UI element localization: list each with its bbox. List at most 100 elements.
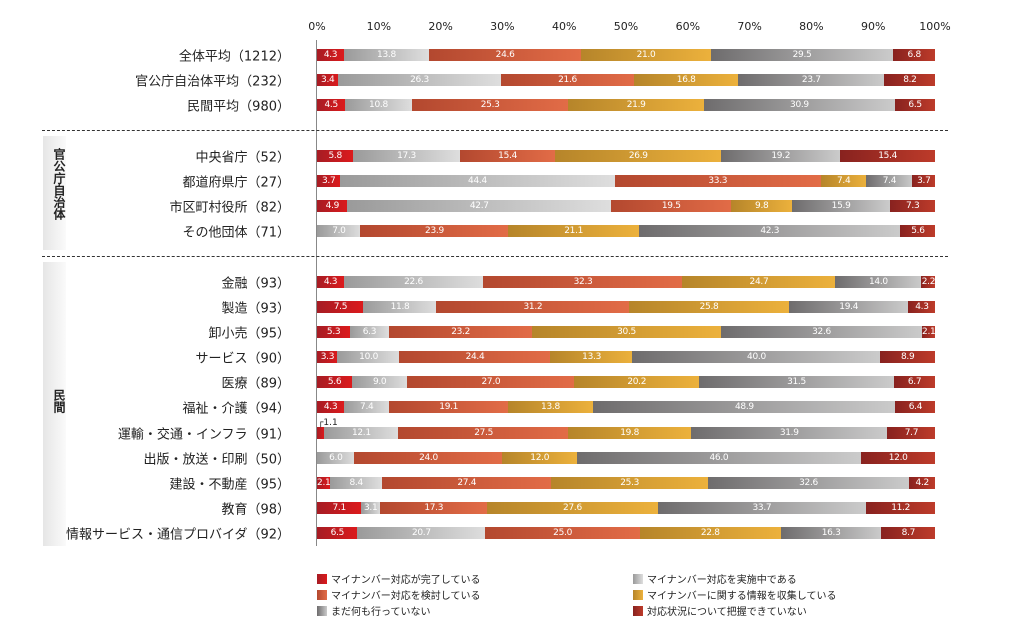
bar-value-label: 11.8 (363, 301, 437, 313)
category-label: 運輸・交通・インフラ（91） (117, 427, 290, 443)
bar-value-label: 25.8 (629, 301, 790, 313)
category-label: 情報サービス・通信プロバイダ（92） (65, 527, 290, 543)
category-label: 医療（89） (221, 376, 290, 392)
bar-value-label: 19.5 (610, 200, 732, 212)
bar-value-label: 9.0 (351, 376, 408, 388)
legend-item: まだ何も行っていない (317, 603, 431, 618)
bar-value-label: 2.2 (921, 276, 936, 288)
bar-value-label: 12.0 (502, 452, 578, 464)
bar-value-label: 42.3 (638, 225, 901, 237)
legend-swatch (633, 590, 643, 600)
group-divider (42, 256, 948, 257)
bar-value-label: 5.8 (317, 150, 354, 162)
legend-item: 対応状況について把握できていない (633, 603, 807, 618)
bar-value-label: 7.3 (889, 200, 936, 212)
category-label: 市区町村役所（82） (169, 200, 290, 216)
category-label: 卸小売（95） (208, 326, 290, 342)
bar-value-label: 2.1 (922, 326, 936, 338)
bar-value-label: 44.4 (339, 175, 616, 187)
bar-value-label: 4.3 (317, 401, 345, 413)
bar-value-label: 10.8 (344, 99, 413, 111)
bar-segment (317, 427, 325, 439)
category-label: 都道府県庁（27） (182, 175, 290, 191)
bar-value-label: 5.3 (317, 326, 351, 338)
legend-label: 対応状況について把握できていない (647, 607, 807, 618)
bar-value-label: 25.3 (551, 477, 709, 489)
legend-swatch (317, 590, 327, 600)
bar-value-label: 3.3 (317, 351, 338, 363)
bar-value-label: 25.3 (411, 99, 569, 111)
category-label: 官公庁自治体平均（232） (135, 74, 290, 90)
bar-value-label: 6.4 (895, 401, 936, 413)
bar-value-label: 48.9 (592, 401, 896, 413)
bar-value-label: 8.9 (879, 351, 936, 363)
bar-value-label: 40.0 (632, 351, 881, 363)
bar-value-label: 6.3 (349, 326, 390, 338)
legend-label: マイナンバー対応が完了している (331, 575, 481, 586)
bar-value-label: 22.6 (343, 276, 484, 288)
bar-value-label: 21.0 (580, 49, 712, 61)
legend-swatch (633, 574, 643, 584)
bar-value-label: 27.0 (407, 376, 575, 388)
category-label: 民間平均（980） (187, 99, 290, 115)
bar-value-label: 46.0 (576, 452, 862, 464)
bar-value-label: 27.5 (398, 427, 569, 439)
bar-value-label: 32.6 (707, 477, 910, 489)
category-label: 教育（98） (221, 502, 290, 518)
x-tick-label: 80% (799, 20, 824, 33)
bar-value-label: 4.2 (909, 477, 936, 489)
bar-value-label: 31.9 (690, 427, 888, 439)
legend-item: マイナンバー対応を検討している (317, 587, 481, 602)
bar-value-label: 27.6 (486, 502, 658, 514)
x-tick-label: 100% (919, 20, 951, 33)
bar-value-label: 27.4 (381, 477, 552, 489)
bar-value-label: 15.9 (791, 200, 891, 212)
category-label: 中央省庁（52） (195, 150, 290, 166)
category-label: 全体平均（1212） (178, 49, 290, 65)
bar-value-label: 4.3 (317, 276, 345, 288)
bar-value-label: 3.7 (317, 175, 341, 187)
bar-value-label: 5.6 (317, 376, 353, 388)
bar-value-label: 42.7 (347, 200, 612, 212)
bar-value-label: 7.0 (317, 225, 361, 237)
bar-value-label: 7.4 (866, 175, 913, 187)
bar-value-label: 24.0 (354, 452, 503, 464)
bar-value-label: 6.0 (317, 452, 355, 464)
bar-value-label: 2.1 (317, 477, 331, 489)
y-axis-line (316, 40, 317, 546)
bar-value-label: 32.3 (483, 276, 683, 288)
legend-swatch (317, 606, 327, 616)
x-tick-label: 10% (366, 20, 392, 33)
bar-value-label: 3.4 (317, 74, 339, 86)
bar-value-label: 32.6 (720, 326, 923, 338)
category-label: 製造（93） (221, 301, 290, 317)
bar-value-label: 19.2 (721, 150, 841, 162)
bar-value-label: 13.8 (343, 49, 430, 61)
bar-value-label: 21.6 (500, 74, 635, 86)
x-tick-label: 0% (308, 20, 326, 33)
bar-value-label: 15.4 (459, 150, 556, 162)
bar-value-label: 20.7 (357, 527, 486, 539)
x-tick-label: 50% (613, 20, 639, 33)
bar-value-label: 29.5 (710, 49, 894, 61)
x-tick-label: 60% (675, 20, 701, 33)
bar-value-label: 30.5 (532, 326, 722, 338)
bar-value-label: 5.6 (900, 225, 936, 237)
bar-value-label: 24.4 (399, 351, 551, 363)
legend-label: マイナンバー対応を検討している (331, 591, 481, 602)
bar-value-label: 16.3 (780, 527, 882, 539)
group-label: 民間 (52, 389, 66, 413)
bar-value-label: 13.3 (550, 351, 633, 363)
legend-item: マイナンバー対応を実施中である (633, 571, 797, 586)
bar-value-label: 17.3 (352, 150, 461, 162)
bar-value-label: 21.1 (508, 225, 640, 237)
bar-value-label: 25.0 (485, 527, 641, 539)
bar-value-label: 7.4 (820, 175, 867, 187)
legend-label: マイナンバー対応を実施中である (647, 575, 797, 586)
bar-value-label: 8.4 (329, 477, 383, 489)
legend-item: マイナンバー対応が完了している (317, 571, 481, 586)
category-label: サービス（90） (195, 351, 290, 367)
bar-value-label: 12.0 (860, 452, 936, 464)
bar-value-label: 16.8 (634, 74, 739, 86)
bar-value-label: 30.9 (703, 99, 896, 111)
